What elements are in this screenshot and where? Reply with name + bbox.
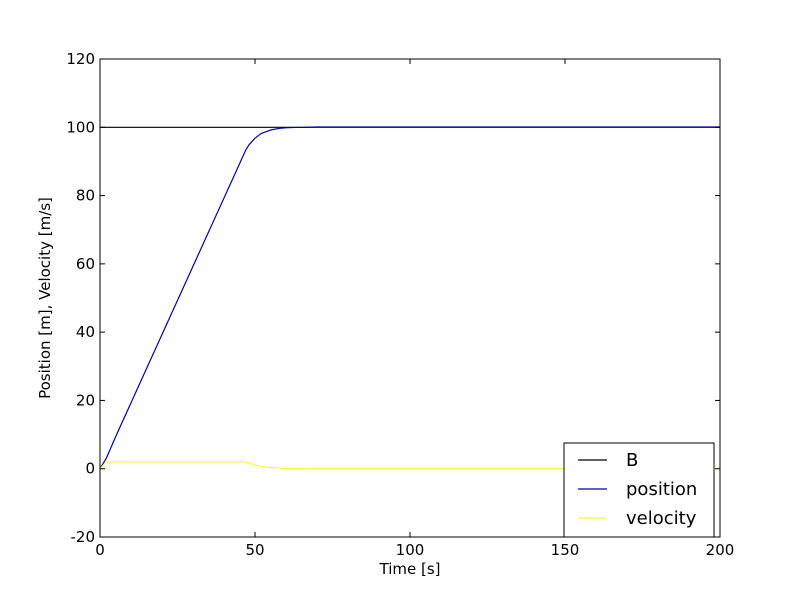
y-tick-label: 40	[76, 323, 95, 341]
x-tick-label: 50	[245, 541, 264, 559]
x-tick-label: 150	[551, 541, 580, 559]
x-tick-label: 100	[396, 541, 425, 559]
x-axis-label: Time [s]	[379, 560, 441, 578]
y-tick-label: 20	[76, 391, 95, 409]
x-tick-label: 200	[706, 541, 735, 559]
legend-label-B: B	[626, 450, 638, 471]
y-tick-label: 0	[85, 460, 95, 478]
y-tick-label: -20	[71, 528, 96, 546]
y-axis-label: Position [m], Velocity [m/s]	[36, 197, 54, 399]
x-tick-label: 0	[95, 541, 105, 559]
legend-label-velocity: velocity	[626, 508, 697, 529]
plot-area	[100, 126, 720, 470]
y-tick-label: 120	[66, 50, 95, 68]
y-tick-label: 100	[66, 118, 95, 136]
series-line-velocity	[100, 461, 720, 470]
series-line-position	[100, 126, 720, 470]
legend-label-position: position	[626, 479, 697, 500]
y-tick-label: 60	[76, 255, 95, 273]
legend-box	[563, 442, 715, 538]
y-tick-label: 80	[76, 187, 95, 205]
